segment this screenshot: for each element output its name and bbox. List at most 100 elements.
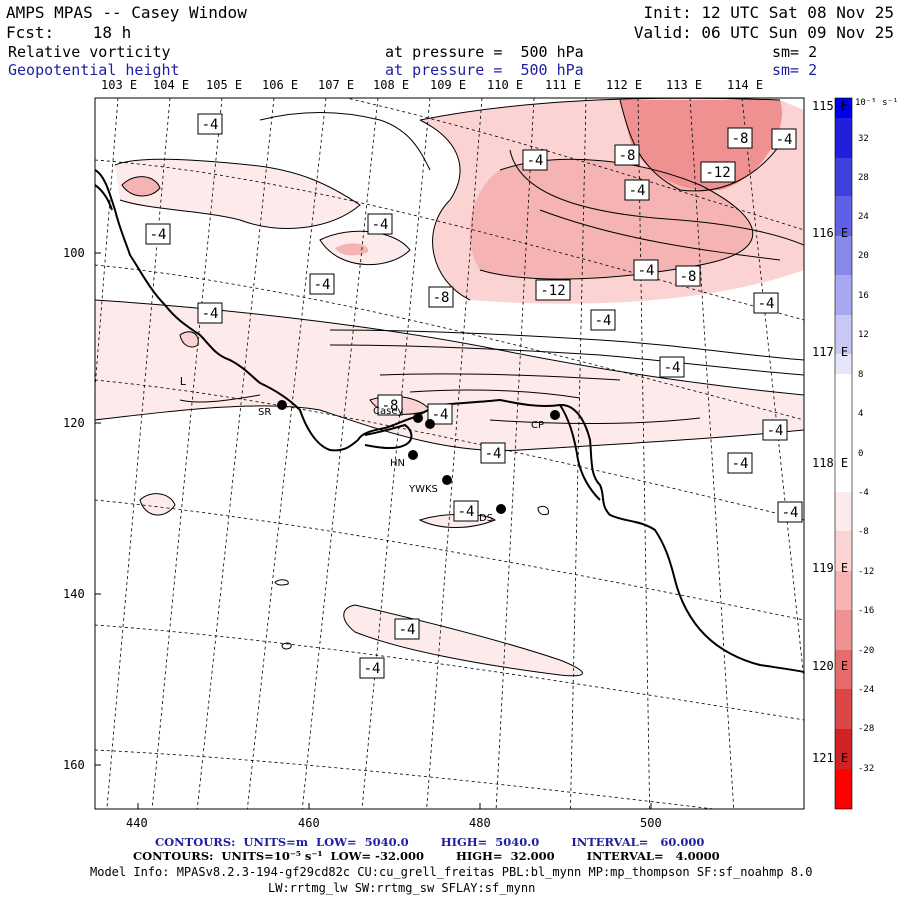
lon-label-top: 113 E [666,78,703,92]
contour-label: -4 [150,227,167,243]
lon-label-top: 107 E [318,78,355,92]
lon-label-top: 109 E [430,78,467,92]
station-hn: HN [390,450,418,469]
station-casey: Casey [373,406,435,429]
shade-south-band [95,300,804,451]
lon-label-top: 110 E [487,78,524,92]
shade-west-spot [180,331,199,347]
colorbar-label: 12 [858,330,869,340]
station-ds: DS [479,504,506,524]
field2-name: Geopotential height [8,61,180,79]
low-marker: L [180,375,187,388]
colorbar-label: 20 [858,251,869,261]
colorbar-label: -20 [858,646,875,656]
lon-label-right: 119 E [812,561,849,575]
lon-label-right: 120 E [812,659,849,673]
y-tick-label: 140 [63,587,85,601]
contour-label: -8 [732,131,749,147]
contour-labels: -4 -4 -4 -4 -4 -8 -8 -4 -4 -4 -8 -4 -8 -… [145,113,803,679]
contour-label: -4 [758,296,775,312]
contour-label: -4 [595,313,612,329]
colorbar-label: -4 [858,488,869,498]
lon-label-right: 121 E [812,751,849,765]
forecast-hour: Fcst: 18 h [6,23,132,42]
field2-smoothing: sm= 2 [772,61,818,79]
lon-label-top: 105 E [206,78,243,92]
lon-label-right: 116 E [812,226,849,240]
colorbar-label: -24 [858,685,875,695]
station-ywks: YWKS [408,475,452,495]
station-sr: SR [258,400,287,418]
contour-label: -4 [372,217,389,233]
y-tick-label: 160 [63,758,85,772]
lon-label-top: 104 E [153,78,190,92]
vorticity-contours [95,98,804,677]
shade-west-small [122,176,160,196]
colorbar-label: -16 [858,606,875,616]
x-tick-label: 480 [469,816,491,830]
shade-sw-patch [140,493,175,516]
contour-label: -4 [527,153,544,169]
colorbar-label: -12 [858,567,875,577]
contour-label: -4 [364,661,381,677]
contour-label: -8 [382,398,399,414]
contour-label: -4 [732,456,749,472]
colorbar-label: -28 [858,724,875,734]
y-tick-label: 120 [63,416,85,430]
lon-label-top: 103 E [101,78,138,92]
vorticity-shading [95,98,804,676]
svg-text:DS: DS [479,513,493,524]
x-tick-label: 460 [298,816,320,830]
lon-label-top: 106 E [262,78,299,92]
colorbar-label: 28 [858,173,869,183]
colorbar-label: 0 [858,449,864,459]
field2-level: at pressure = 500 hPa [385,61,584,79]
lon-label-top: 112 E [606,78,643,92]
colorbar-label: 16 [858,291,869,301]
lon-label-right: 118 E [812,456,849,470]
shade-ne-max [620,100,782,191]
contour-label: -8 [433,290,450,306]
lon-label-top: 114 E [727,78,764,92]
plot-frame [94,97,805,810]
stations: SR Casey CP HN YWKS DS [258,400,560,524]
field1-smoothing: sm= 2 [772,43,818,61]
colorbar-label: -8 [858,527,869,537]
colorbar-label: -32 [858,764,875,774]
contour-label: -4 [458,504,475,520]
init-time: Init: 12 UTC Sat 08 Nov 25 [643,3,894,22]
station-cp: CP [531,410,560,431]
svg-text:YWKS: YWKS [408,484,438,495]
axis-ticks [95,252,652,809]
lon-label-right: 115 E [812,99,849,113]
svg-text:CP: CP [531,420,544,431]
contour-label: -4 [782,505,799,521]
footer-model-info-2: LW:rrtmg_lw SW:rrtmg_sw SFLAY:sf_mynn [268,881,536,895]
colorbar-label: 4 [858,409,864,419]
footer-contours-height: CONTOURS: UNITS=m LOW= 5040.0 HIGH= 5040… [155,835,705,849]
contour-label: -4 [432,407,449,423]
contour-label: -4 [638,263,655,279]
contour-label: -4 [485,446,502,462]
shade-mid-small [335,243,369,256]
contour-label: -4 [202,117,219,133]
contour-label: -12 [540,283,565,299]
plot-title: AMPS MPAS -- Casey Window [6,3,247,22]
colorbar-units: 10⁻⁵ s⁻¹ [855,98,899,108]
colorbar-label: 8 [858,370,864,380]
contour-label: -4 [776,132,793,148]
x-tick-label: 440 [126,816,148,830]
colorbar-label: 32 [858,134,869,144]
footer-model-info: Model Info: MPASv8.2.3-194-gf29cd82c CU:… [90,865,813,879]
contour-label: -4 [202,306,219,322]
svg-text:SR: SR [258,407,271,418]
contour-label: -4 [767,423,784,439]
y-tick-label: 100 [63,246,85,260]
field1-level: at pressure = 500 hPa [385,43,584,61]
x-tick-label: 500 [640,816,662,830]
latitude-lines [95,98,804,809]
contour-label: -4 [314,277,331,293]
valid-time: Valid: 06 UTC Sun 09 Nov 25 [633,23,894,42]
footer-contours-vorticity: CONTOURS: UNITS=10⁻⁵ s⁻¹ LOW= -32.000 HI… [133,849,720,863]
